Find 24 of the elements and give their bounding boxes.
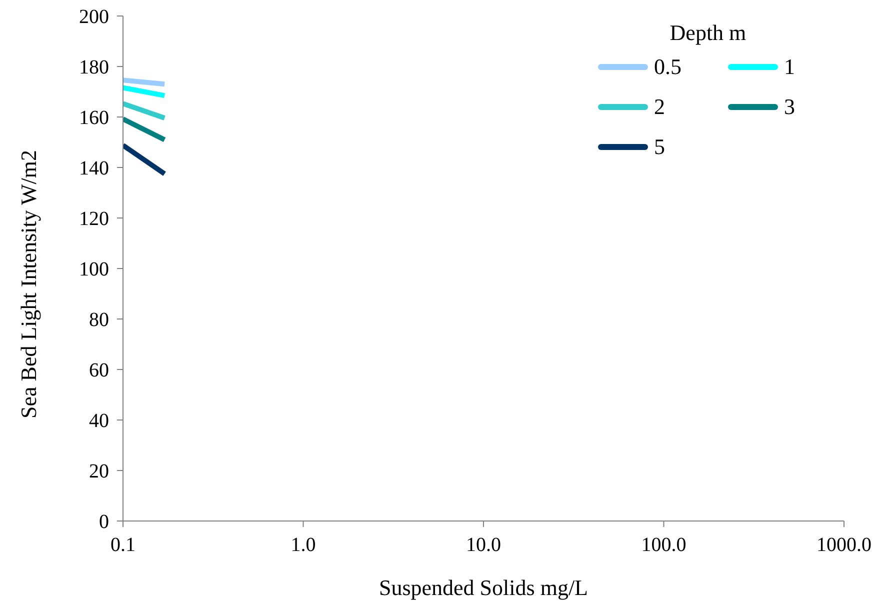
y-tick-label: 0 bbox=[99, 511, 109, 534]
x-tick-label: 0.1 bbox=[110, 534, 136, 556]
y-tick-label: 120 bbox=[79, 208, 109, 230]
y-tick-label: 180 bbox=[79, 56, 109, 79]
y-tick-label: 80 bbox=[89, 309, 109, 332]
legend-label: 1 bbox=[784, 54, 795, 80]
y-tick-label: 20 bbox=[89, 460, 109, 483]
x-tick-label: 1000.0 bbox=[816, 534, 872, 556]
legend-label: 3 bbox=[784, 94, 795, 120]
x-tick-label: 1.0 bbox=[290, 534, 316, 556]
y-tick-label: 40 bbox=[89, 410, 109, 432]
x-tick-label: 100.0 bbox=[641, 534, 686, 556]
y-tick-label: 140 bbox=[79, 158, 109, 180]
legend-label: 0.5 bbox=[654, 54, 682, 80]
legend-label: 5 bbox=[654, 134, 665, 160]
y-axis-title: Sea Bed Light Intensity W/m2 bbox=[16, 150, 41, 418]
legend-title: Depth m bbox=[668, 20, 748, 46]
y-tick-label: 200 bbox=[79, 6, 109, 28]
y-tick-label: 160 bbox=[79, 107, 109, 130]
y-tick-label: 60 bbox=[89, 360, 109, 382]
y-tick-label: 100 bbox=[79, 258, 109, 281]
x-tick-label: 10.0 bbox=[466, 534, 501, 556]
x-axis-title: Suspended Solids mg/L bbox=[378, 575, 588, 600]
legend-label: 2 bbox=[654, 94, 665, 120]
